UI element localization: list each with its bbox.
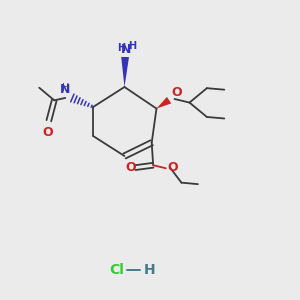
Text: Cl: Cl (110, 263, 124, 277)
Text: H: H (62, 82, 70, 92)
Text: H: H (143, 263, 155, 277)
Text: O: O (171, 86, 181, 99)
Text: O: O (168, 160, 178, 173)
Text: H: H (117, 44, 125, 53)
Polygon shape (121, 57, 129, 87)
Text: H: H (128, 41, 136, 51)
Text: N: N (60, 83, 70, 96)
Text: O: O (126, 160, 136, 173)
Polygon shape (157, 97, 171, 109)
Text: O: O (42, 126, 52, 139)
Text: N: N (121, 43, 131, 56)
